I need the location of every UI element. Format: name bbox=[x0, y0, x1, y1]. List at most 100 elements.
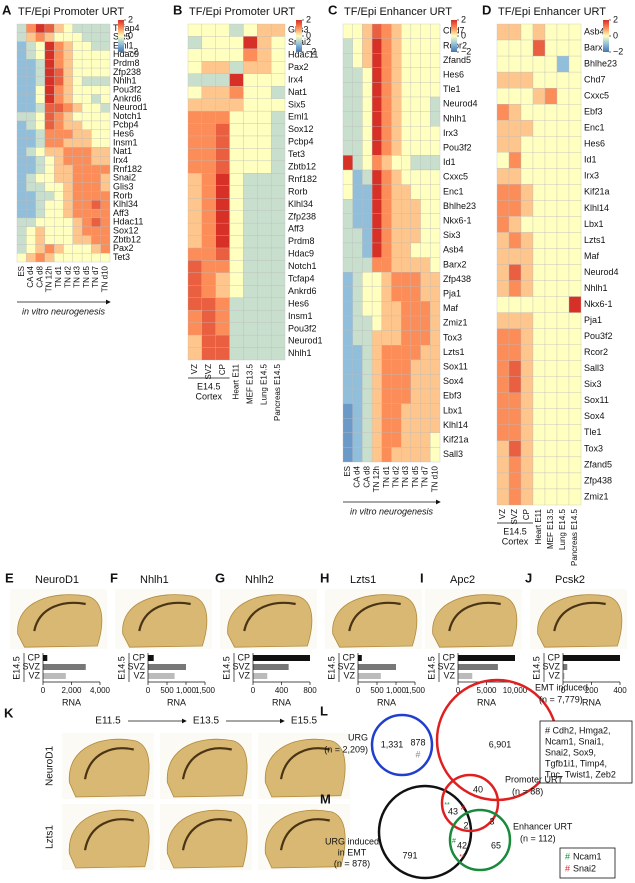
heatmap-cell bbox=[556, 104, 570, 121]
heatmap-cell bbox=[100, 208, 111, 219]
heatmap-cell bbox=[44, 147, 55, 157]
heatmap-cell bbox=[362, 272, 373, 287]
heatmap-cell bbox=[532, 71, 546, 89]
heatmap-cell bbox=[44, 41, 55, 51]
heatmap-cell bbox=[410, 82, 421, 98]
heatmap-cell bbox=[26, 200, 36, 210]
row-label: Pou3f2 bbox=[584, 331, 613, 341]
heatmap-cell bbox=[54, 120, 64, 130]
heatmap-cell bbox=[532, 280, 546, 297]
heatmap-cell bbox=[352, 301, 363, 317]
bar bbox=[148, 673, 175, 679]
heatmap-cell bbox=[352, 418, 363, 433]
heatmap-cell bbox=[496, 488, 510, 506]
legend-marker: # bbox=[565, 863, 570, 873]
heatmap-cell bbox=[257, 297, 272, 311]
heatmap-cell bbox=[556, 360, 570, 377]
panel-title: NeuroD1 bbox=[35, 574, 79, 586]
heatmap-cell bbox=[16, 67, 27, 78]
heatmap-cell bbox=[215, 23, 230, 37]
heatmap-cell bbox=[410, 388, 421, 404]
heatmap-cell bbox=[257, 23, 272, 37]
row-label: Eml1 bbox=[288, 112, 309, 122]
heatmap-cell bbox=[16, 200, 27, 210]
heatmap-cell bbox=[342, 374, 353, 390]
heatmap-cell bbox=[81, 217, 92, 227]
heatmap-cell bbox=[63, 111, 73, 122]
heatmap-cell bbox=[342, 315, 353, 331]
heatmap-cell bbox=[257, 235, 272, 249]
heatmap-cell bbox=[568, 39, 582, 57]
heatmap-cell bbox=[381, 82, 392, 98]
row-label: Asb4 bbox=[584, 26, 605, 36]
heatmap-cell bbox=[556, 296, 570, 313]
row-label: Rnf182 bbox=[113, 164, 142, 174]
row-label: Pou3f2 bbox=[113, 84, 142, 94]
heatmap-cell bbox=[26, 164, 36, 175]
heatmap-cell bbox=[187, 297, 203, 311]
category-label: VZ bbox=[28, 670, 40, 680]
heatmap-cell bbox=[410, 301, 421, 317]
heatmap-cell bbox=[371, 447, 382, 463]
heatmap-cell bbox=[91, 41, 101, 51]
column-label: TN d1 bbox=[54, 265, 63, 287]
heatmap-cell bbox=[81, 120, 92, 130]
heatmap-cell bbox=[556, 216, 570, 233]
column-label: TN d7 bbox=[421, 465, 430, 487]
heatmap-cell bbox=[229, 23, 244, 37]
category-label: CP bbox=[27, 652, 40, 662]
heatmap-cell bbox=[44, 23, 55, 33]
heatmap-cell bbox=[229, 247, 244, 261]
x-tick-label: 2,000 bbox=[61, 686, 82, 695]
heatmap-cell bbox=[215, 160, 230, 174]
heatmap-cell bbox=[100, 59, 111, 69]
heatmap-cell bbox=[16, 94, 27, 104]
panel-title: TF/Epi Enhancer URT bbox=[498, 6, 606, 18]
heatmap-cell bbox=[544, 472, 558, 490]
heatmap-cell bbox=[215, 61, 230, 74]
heatmap-cell bbox=[496, 408, 510, 425]
heatmap-cell bbox=[16, 182, 27, 192]
heatmap-cell bbox=[342, 403, 353, 419]
heatmap-cell bbox=[362, 242, 373, 258]
heatmap-cell bbox=[35, 94, 46, 104]
heatmap-cell bbox=[201, 160, 216, 174]
heatmap-cell bbox=[100, 217, 111, 227]
heatmap-cell bbox=[532, 296, 546, 313]
column-label: ES bbox=[17, 266, 26, 277]
column-label: VZ bbox=[190, 364, 199, 374]
heatmap-cell bbox=[381, 403, 392, 419]
heatmap-cell bbox=[91, 200, 101, 210]
heatmap-cell bbox=[371, 345, 382, 360]
heatmap-cell bbox=[508, 71, 522, 89]
heatmap-cell bbox=[568, 280, 582, 297]
region-count: 791 bbox=[402, 850, 417, 860]
category-label: CP bbox=[237, 652, 250, 662]
heatmap-cell bbox=[401, 38, 412, 54]
heatmap-cell bbox=[54, 50, 64, 60]
heatmap-cell bbox=[215, 135, 230, 149]
row-label: Asb4 bbox=[443, 245, 464, 255]
heatmap-cell bbox=[362, 403, 373, 419]
x-tick-label: 500 bbox=[370, 686, 384, 695]
heatmap-cell bbox=[520, 296, 534, 313]
heatmap-cell bbox=[352, 447, 363, 463]
heatmap-cell bbox=[381, 345, 392, 360]
heatmap-cell bbox=[520, 312, 534, 329]
heatmap-cell bbox=[410, 257, 421, 273]
heatmap-cell bbox=[91, 217, 101, 227]
group-label: Cortex bbox=[196, 391, 223, 401]
heatmap-cell bbox=[520, 200, 534, 217]
heatmap-cell bbox=[100, 111, 111, 122]
heatmap-cell bbox=[532, 216, 546, 233]
heatmap-cell bbox=[430, 111, 441, 127]
column-label: Pancreas E14.5 bbox=[570, 508, 579, 565]
heatmap-cell bbox=[342, 257, 353, 273]
row-label: Nhlh1 bbox=[288, 348, 312, 358]
heatmap-cell bbox=[243, 334, 258, 348]
heatmap-cell bbox=[420, 126, 431, 141]
heatmap-cell bbox=[81, 41, 92, 51]
heatmap-cell bbox=[257, 222, 272, 236]
heatmap-cell bbox=[35, 191, 46, 201]
heatmap-cell bbox=[352, 82, 363, 98]
